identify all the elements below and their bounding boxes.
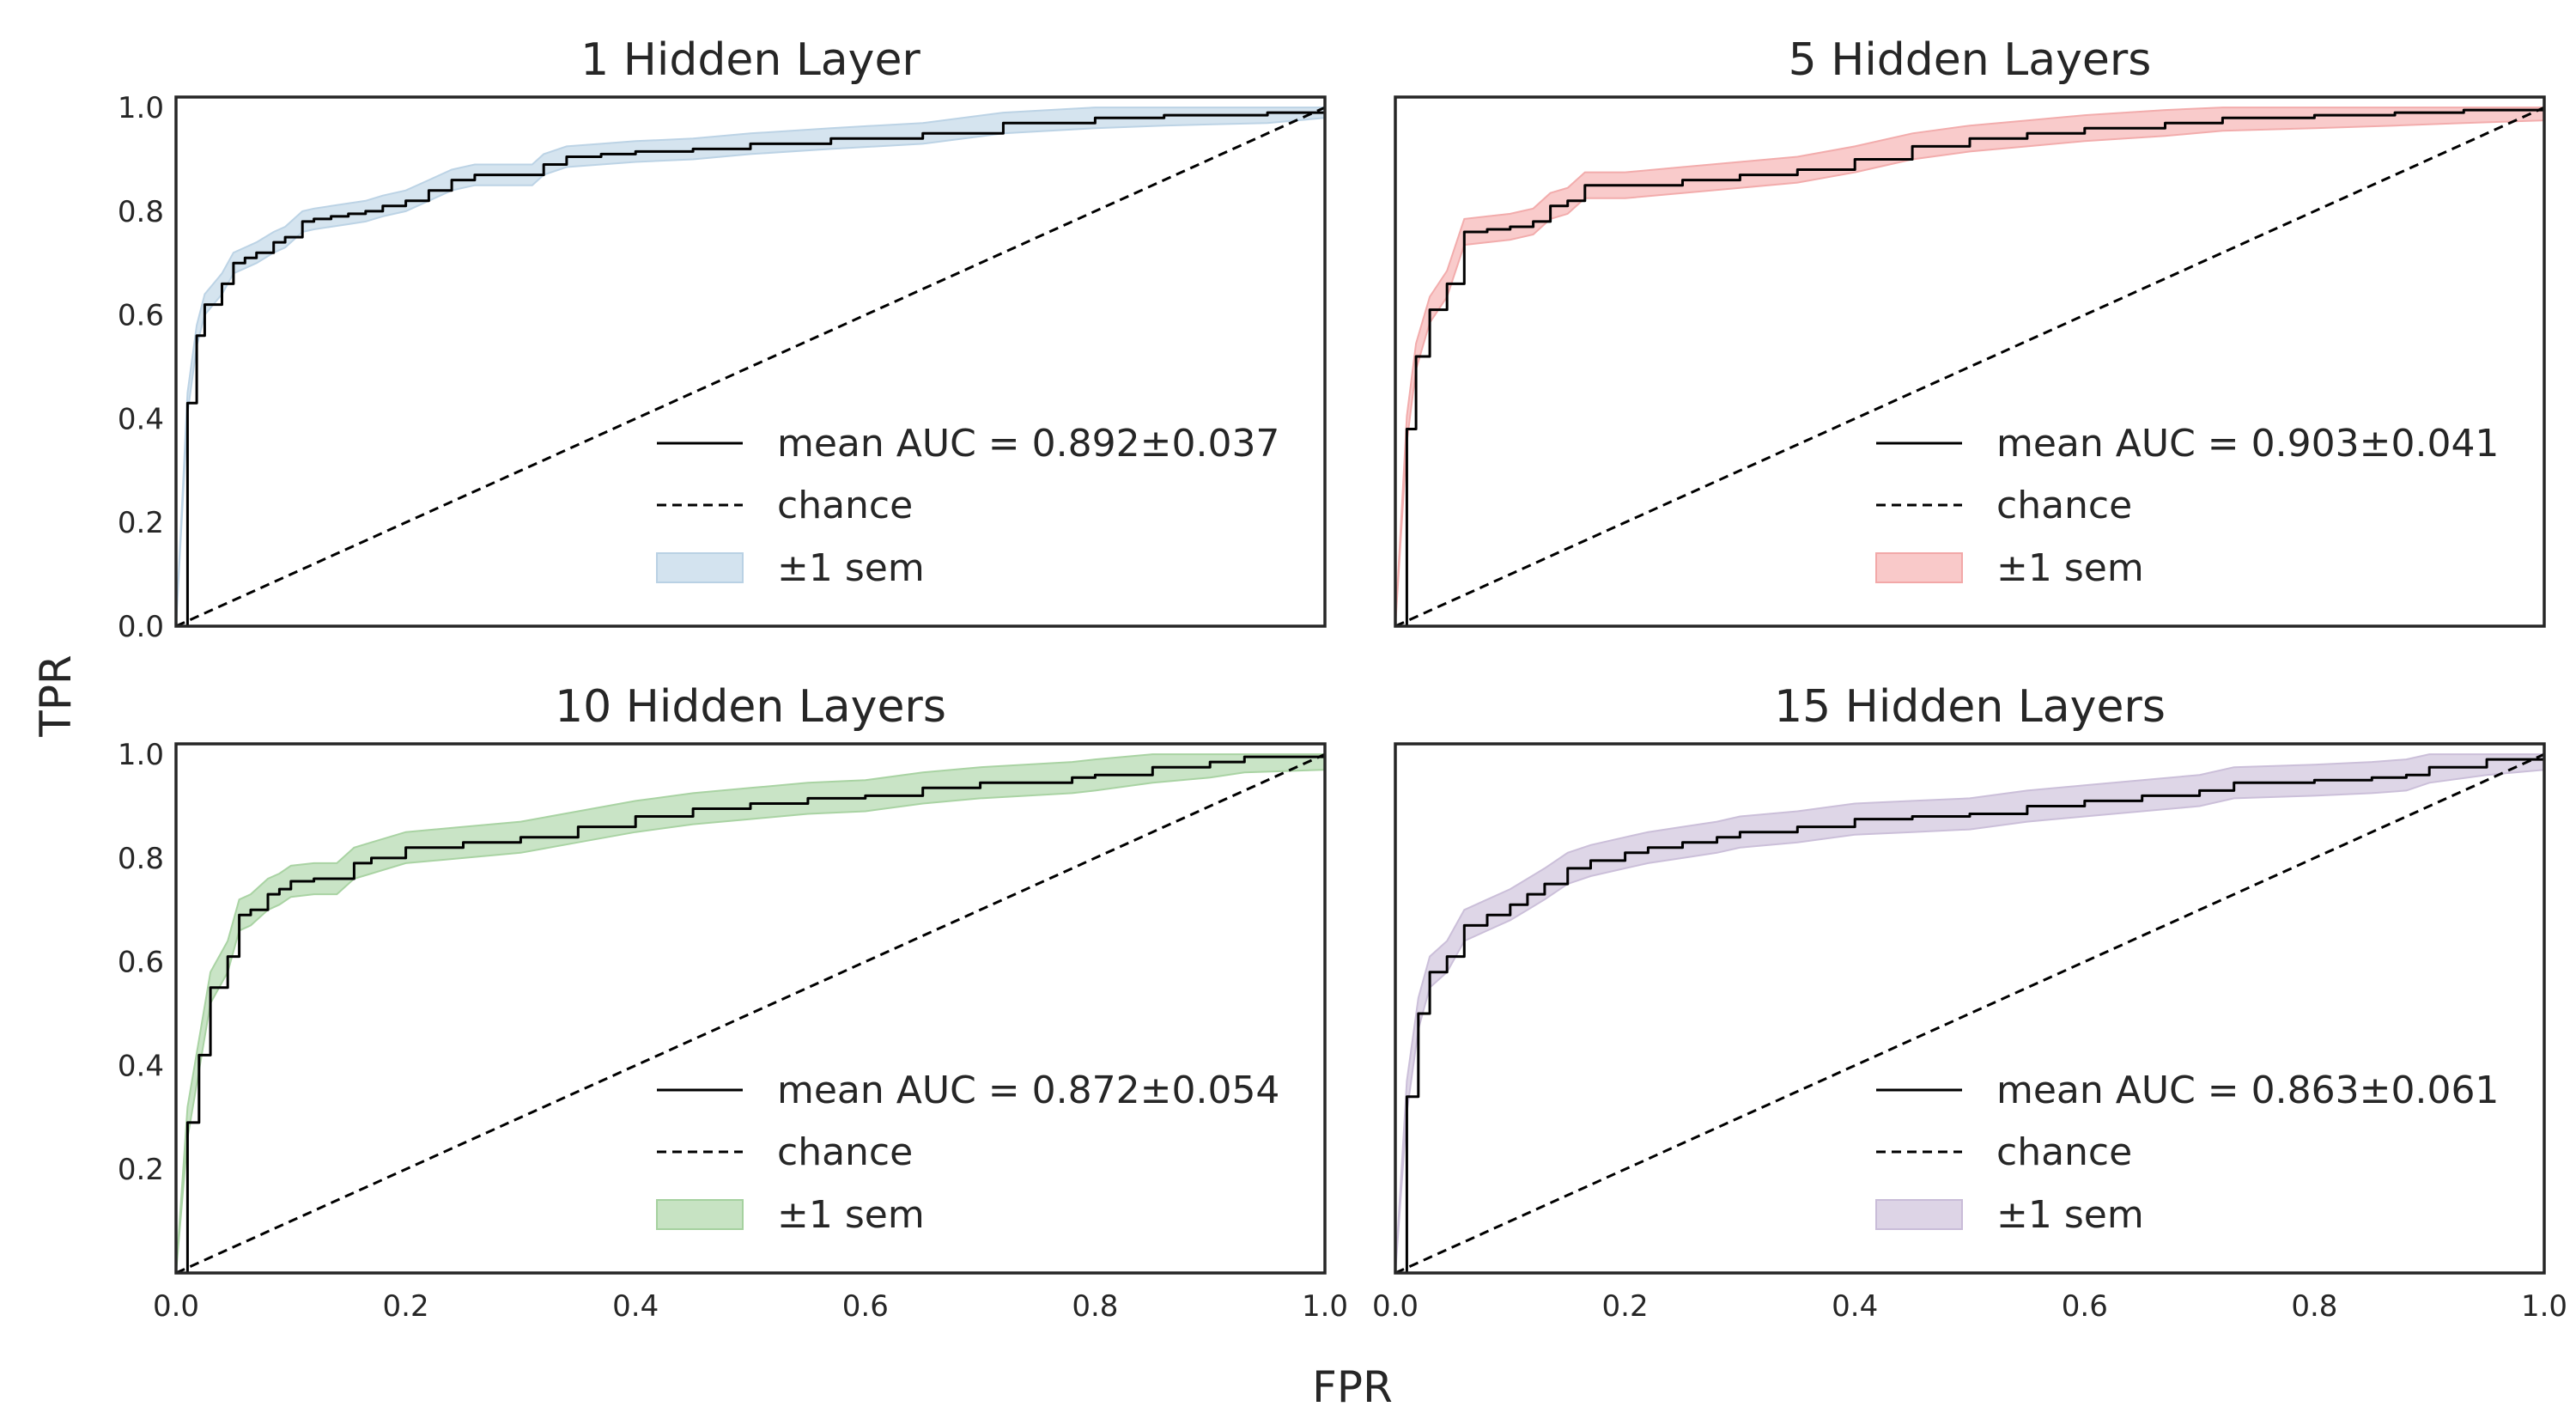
axes-frame [1394, 95, 2546, 628]
panel-title: 10 Hidden Layers [555, 681, 946, 733]
panel-title: 15 Hidden Layers [1774, 681, 2166, 733]
y-tick-label: 0.2 [118, 1153, 164, 1187]
legend-band-swatch [656, 552, 744, 583]
x-tick-label: 0.4 [612, 1289, 659, 1324]
x-tick-label: 0.0 [1372, 1289, 1419, 1324]
chance-line [1394, 106, 2545, 628]
chance-line [1394, 752, 2545, 1275]
legend-band-label: ±1 sem [777, 546, 925, 590]
mean-roc-line [1395, 754, 2546, 1275]
legend-band-swatch [1875, 1199, 1963, 1230]
x-tick-label: 0.6 [842, 1289, 889, 1324]
legend-band-swatch [656, 1199, 744, 1230]
y-tick-label: 0.4 [118, 1049, 164, 1083]
y-tick-label: 0.2 [118, 506, 164, 540]
legend-mean-label: mean AUC = 0.872±0.054 [777, 1069, 1279, 1112]
mean-roc-line [1395, 107, 2546, 628]
chance-line [175, 752, 1326, 1275]
legend-chance-label: chance [777, 1130, 913, 1174]
roc-panel-3: 10 Hidden Layers 0.2 0.4 0.6 0.8 1.0 0.0 0.2 0.4… [118, 681, 1348, 1324]
x-tick-label: 0.6 [2062, 1289, 2108, 1324]
legend-mean-label: mean AUC = 0.892±0.037 [777, 422, 1279, 466]
y-tick-label: 0.4 [118, 402, 164, 436]
legend-chance-label: chance [1996, 484, 2132, 527]
y-tick-label: 1.0 [118, 738, 164, 772]
y-tick-label: 1.0 [118, 91, 164, 125]
y-tick-label: 0.6 [118, 299, 164, 333]
x-tick-label: 0.8 [2291, 1289, 2337, 1324]
y-tick-label: 0.8 [118, 842, 164, 876]
panel-title: 5 Hidden Layers [1789, 34, 2152, 86]
axes-frame [174, 742, 1327, 1275]
legend-band-label: ±1 sem [1996, 546, 2144, 590]
roc-panel-1: 1 Hidden Layer 0.0 0.2 0.4 0.6 0.8 1.0 mean AUC… [118, 34, 1327, 644]
legend-mean-label: mean AUC = 0.903±0.041 [1996, 422, 2499, 466]
chance-line [175, 106, 1326, 628]
x-tick-label: 0.4 [1832, 1289, 1878, 1324]
y-tick-label: 0.8 [118, 195, 164, 229]
x-tick-label: 0.8 [1072, 1289, 1118, 1324]
legend-band-label: ±1 sem [1996, 1193, 2144, 1237]
x-axis-label: FPR [1312, 1362, 1393, 1412]
x-tick-label: 1.0 [2521, 1289, 2567, 1324]
roc-panel-4: 15 Hidden Layers 0.0 0.2 0.4 0.6 0.8 1.0 mean A… [1372, 681, 2567, 1324]
panel-title: 1 Hidden Layer [580, 34, 920, 86]
y-tick-label: 0.0 [118, 610, 164, 644]
legend-chance-label: chance [1996, 1130, 2132, 1174]
y-axis-label: TPR [31, 655, 81, 737]
x-tick-label: 0.2 [1602, 1289, 1649, 1324]
legend-chance-label: chance [777, 484, 913, 527]
axes-frame [174, 95, 1327, 628]
mean-roc-line [176, 754, 1327, 1275]
x-tick-label: 0.2 [383, 1289, 429, 1324]
x-tick-label: 1.0 [1302, 1289, 1348, 1324]
roc-panel-2: 5 Hidden Layers mean AUC = 0.903±0.041 cha… [1394, 34, 2546, 628]
y-tick-label: 0.6 [118, 946, 164, 980]
x-tick-label: 0.0 [153, 1289, 199, 1324]
axes-frame [1394, 742, 2546, 1275]
legend-mean-label: mean AUC = 0.863±0.061 [1996, 1069, 2499, 1112]
legend-band-label: ±1 sem [777, 1193, 925, 1237]
mean-roc-line [176, 107, 1327, 628]
panels-group: 1 Hidden Layer 0.0 0.2 0.4 0.6 0.8 1.0 mean AUC… [118, 34, 2567, 1324]
legend-band-swatch [1875, 552, 1963, 583]
